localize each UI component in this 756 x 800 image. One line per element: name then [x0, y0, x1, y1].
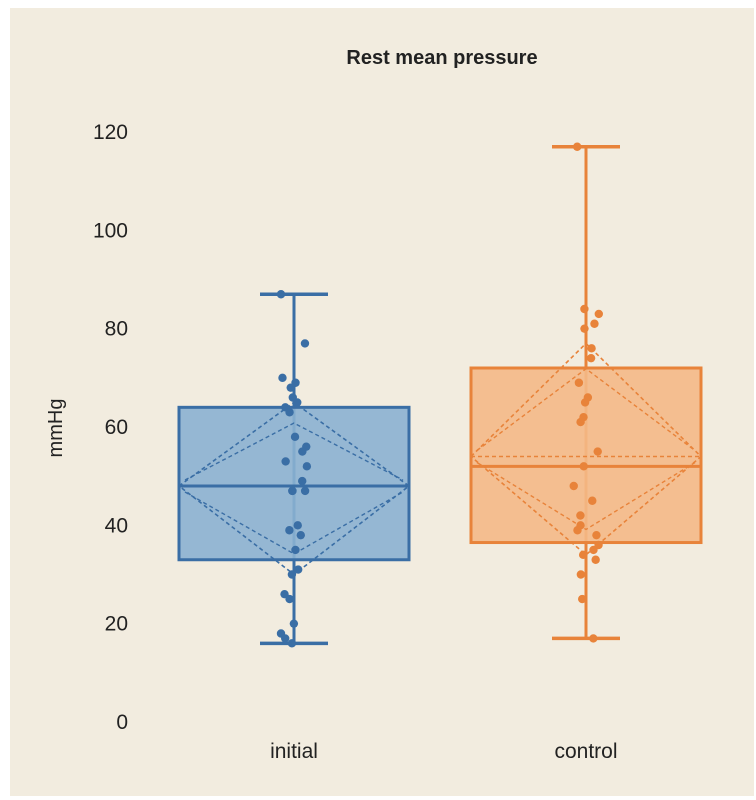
data-point: [300, 339, 310, 348]
data-point: [287, 639, 297, 648]
data-point: [290, 432, 300, 442]
x-tick-label: control: [554, 740, 617, 763]
data-point: [569, 481, 578, 491]
data-point: [296, 530, 305, 540]
data-point: [580, 324, 589, 333]
box-group-control: [469, 142, 703, 643]
mean-diamond-upper-overlap: [476, 367, 696, 452]
y-tick-label: 120: [93, 121, 128, 144]
data-point: [589, 545, 598, 555]
box-series: [177, 142, 703, 648]
data-point: [278, 373, 287, 383]
data-point: [293, 565, 303, 574]
data-point: [573, 142, 582, 151]
mean-diamond-lower-overlap: [476, 461, 696, 531]
data-point: [285, 526, 294, 535]
y-tick-label: 60: [105, 416, 128, 439]
data-point: [588, 496, 597, 505]
data-point: [579, 462, 588, 471]
data-point: [591, 555, 600, 564]
data-point: [580, 304, 589, 314]
box-plot-chart: Rest mean pressure mmHg 020406080100120 …: [45, 47, 703, 763]
chart-title: Rest mean pressure: [346, 47, 537, 69]
y-tick-label: 40: [105, 514, 128, 537]
y-tick-label: 20: [105, 613, 128, 636]
data-point: [276, 290, 286, 299]
data-point: [289, 619, 299, 628]
box-group-initial: [177, 290, 411, 648]
data-point: [291, 545, 300, 555]
mean-diamond: [469, 342, 703, 556]
x-axis-ticks: initial control: [270, 740, 617, 763]
data-point: [578, 550, 588, 560]
y-tick-label: 80: [105, 318, 128, 341]
data-point: [576, 417, 585, 427]
data-point: [578, 594, 587, 604]
data-point: [300, 486, 310, 496]
mean-diamond-upper-overlap: [184, 422, 404, 481]
data-point: [589, 634, 598, 643]
data-point: [285, 408, 294, 417]
data-point: [574, 378, 584, 387]
data-point: [586, 353, 596, 363]
data-point: [580, 398, 590, 407]
y-tick-label: 0: [116, 711, 128, 734]
x-tick-label: initial: [270, 740, 318, 763]
data-point: [593, 447, 602, 456]
data-point: [592, 530, 601, 540]
data-point: [573, 526, 582, 535]
data-point: [293, 398, 302, 407]
data-point: [298, 476, 307, 486]
data-point: [298, 447, 307, 456]
chart-panel: Rest mean pressure mmHg 0 20 40 60 80 100 120 …: [10, 8, 754, 796]
data-point: [286, 383, 295, 392]
data-point: [288, 486, 297, 496]
data-point: [576, 570, 586, 579]
iqr-box: [177, 405, 411, 562]
data-point: [590, 319, 599, 328]
y-tick-label: 100: [93, 219, 128, 242]
y-axis-ticks: 0 20 40 60 80 100 120: [93, 121, 128, 734]
data-point: [293, 521, 302, 530]
data-point: [285, 594, 294, 604]
data-point: [594, 309, 604, 319]
mean-diamond: [177, 401, 411, 576]
data-point: [281, 457, 290, 466]
data-point: [576, 511, 585, 520]
data-point: [281, 634, 290, 643]
data-point: [287, 570, 297, 579]
data-point: [302, 462, 312, 471]
data-point: [587, 344, 596, 353]
y-axis-label: mmHg: [45, 399, 67, 458]
